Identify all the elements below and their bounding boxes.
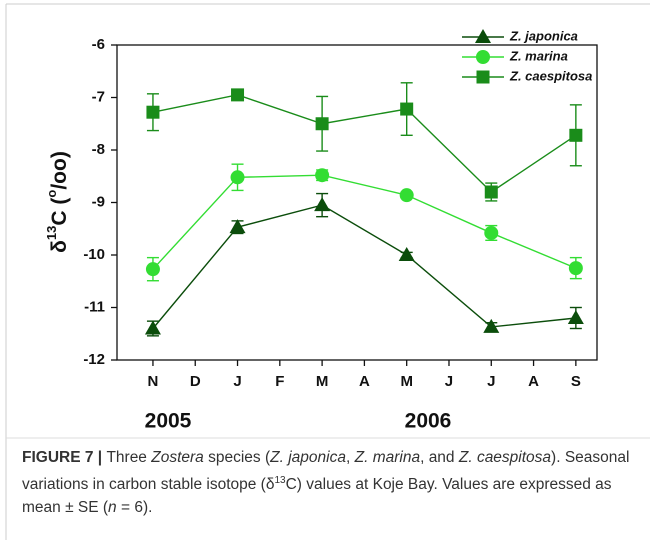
y-tick-label: -12 [83, 351, 105, 368]
caption-sup: 13 [274, 475, 286, 486]
x-tick-label: J [445, 373, 453, 390]
caption-italic: n [108, 499, 117, 517]
marker [145, 262, 160, 277]
marker [315, 168, 330, 183]
caption-text: C) values at Koje Bay. Values are expres… [22, 476, 612, 517]
marker [315, 117, 329, 131]
y-tick-label: -11 [84, 298, 105, 315]
caption-text: Three [106, 449, 152, 466]
caption-text: , [345, 449, 355, 466]
marker [231, 88, 245, 102]
marker [400, 102, 414, 116]
y-tick-label: -6 [92, 36, 105, 53]
caption-italic: Z. marina [354, 449, 421, 466]
marker [476, 70, 490, 84]
y-label-part: δ [48, 240, 71, 253]
caption-label: FIGURE 7 | [22, 449, 107, 466]
caption-italic: Z. japonica [270, 449, 346, 466]
marker [569, 128, 583, 142]
x-tick-label: A [359, 373, 370, 390]
year-label: 2005 [145, 410, 192, 433]
plot-frame [116, 44, 598, 361]
series-line [152, 204, 576, 329]
caption: FIGURE 7 | Three Zostera species (Z. jap… [22, 446, 642, 519]
y-axis-label: δ13C (o/oo) [44, 151, 71, 253]
series-line [152, 94, 577, 193]
y-label-part: /oo) [48, 151, 71, 189]
marker [399, 188, 414, 203]
y-tick-label: -8 [92, 141, 105, 158]
x-tick-label: J [487, 373, 495, 390]
caption-text: species ( [203, 449, 271, 466]
caption-italic: Z. caespitosa [458, 449, 552, 466]
x-tick-label: M [400, 373, 413, 390]
marker [314, 197, 331, 212]
marker [146, 105, 160, 119]
x-tick-label: S [571, 373, 581, 390]
y-label-part: C ( [48, 198, 71, 226]
y-tick-label: -9 [92, 193, 105, 210]
marker [476, 50, 490, 64]
marker [144, 320, 161, 335]
caption-text: = 6). [116, 499, 153, 517]
x-tick-label: J [233, 373, 241, 390]
x-tick-label: M [316, 373, 329, 390]
x-tick-label: F [275, 373, 284, 390]
x-tick-label: A [528, 373, 539, 390]
marker [484, 225, 499, 240]
series-line [152, 174, 577, 270]
x-tick-label: D [190, 373, 201, 390]
x-tick-label: N [148, 373, 159, 390]
marker [475, 29, 491, 43]
y-tick-label: -7 [92, 88, 105, 105]
marker [230, 170, 245, 185]
year-label: 2006 [405, 410, 452, 433]
legend-label: Z. marina [509, 48, 568, 63]
marker [398, 247, 415, 261]
marker [568, 261, 583, 276]
y-label-sup: o [44, 190, 59, 198]
y-label-sup: 13 [44, 226, 59, 240]
marker [484, 185, 498, 199]
marker [483, 318, 500, 333]
caption-text: ). Seasonal variations in carbon stable … [22, 449, 630, 494]
legend-label: Z. caespitosa [509, 68, 592, 83]
y-tick-label: -10 [83, 246, 105, 263]
marker [567, 310, 584, 324]
caption-text: , and [420, 449, 459, 466]
marker [229, 219, 246, 234]
caption-italic: Zostera [151, 449, 204, 466]
legend-label: Z. japonica [509, 28, 578, 43]
